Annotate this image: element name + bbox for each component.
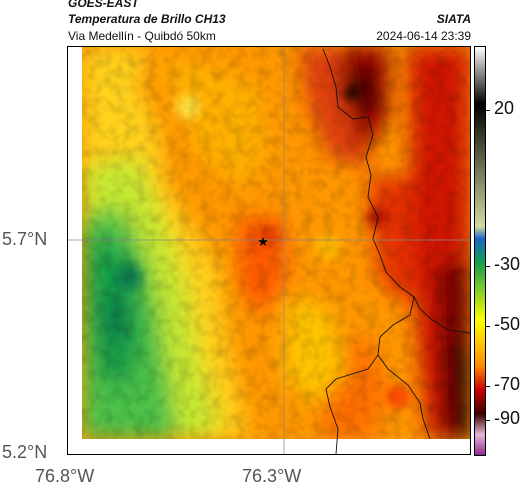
region-label: Via Medellín - Quibdó 50km [68, 29, 216, 43]
colorbar-tick-label: -30 [494, 254, 521, 274]
colorbar-tick-label: -90 [494, 408, 521, 428]
map-panel[interactable]: ★ [67, 46, 471, 455]
credit-label: SIATA [436, 12, 471, 26]
colorbar-tick-label: -50 [494, 314, 521, 334]
satellite-name: GOES-EAST [68, 0, 139, 10]
latitude-label: 5.7°N [2, 229, 48, 249]
colorbar-tick [485, 420, 490, 421]
product-title: Temperatura de Brillo CH13 [68, 12, 226, 26]
colorbar-tick [485, 326, 490, 327]
brightness-temperature-map: ★ [68, 47, 470, 454]
colorbar-tick [485, 110, 490, 111]
star-icon: ★ [257, 234, 269, 249]
longitude-label: 76.8°W [35, 466, 95, 486]
colorbar-tick [485, 266, 490, 267]
timestamp: 2024-06-14 23:39 [376, 29, 471, 43]
colorbar-tick-label: 20 [494, 98, 515, 118]
colorbar-tick [485, 386, 490, 387]
colorbar [474, 46, 486, 456]
longitude-label: 76.3°W [242, 466, 302, 486]
border-lines [322, 48, 470, 454]
latitude-label: 5.2°N [2, 442, 48, 462]
colorbar-tick-label: -70 [494, 374, 521, 394]
